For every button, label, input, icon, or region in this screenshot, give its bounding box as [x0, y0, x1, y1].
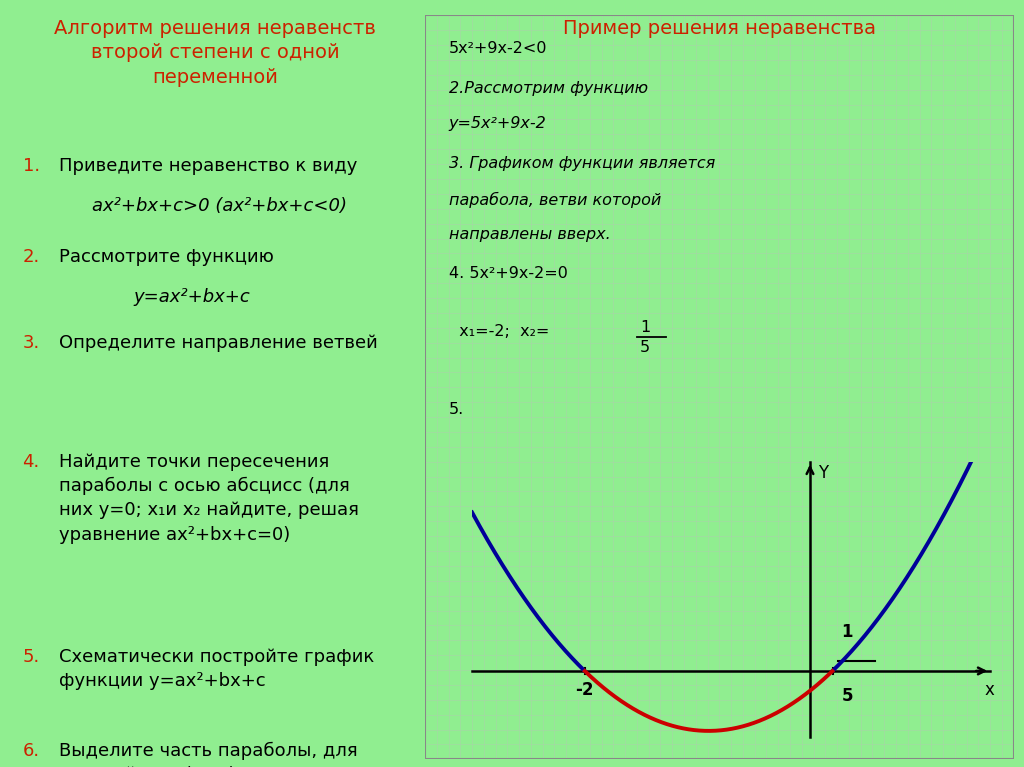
Text: y=5x²+9x-2: y=5x²+9x-2 — [449, 117, 546, 131]
Text: ax²+bx+c>0 (ax²+bx+c<0): ax²+bx+c>0 (ax²+bx+c<0) — [92, 197, 347, 215]
Text: 1: 1 — [842, 623, 853, 640]
Text: 5.: 5. — [449, 402, 464, 417]
Text: 3. Графиком функции является: 3. Графиком функции является — [449, 156, 715, 170]
Text: 5: 5 — [640, 340, 650, 355]
Text: Пример решения неравенства: Пример решения неравенства — [563, 19, 876, 38]
Text: 1: 1 — [640, 320, 650, 334]
Text: Схематически постройте график
функции y=ax²+bx+c: Схематически постройте график функции y=… — [59, 648, 375, 690]
Text: x: x — [985, 681, 994, 699]
Text: Рассмотрите функцию: Рассмотрите функцию — [59, 248, 274, 265]
Text: -2: -2 — [575, 681, 594, 699]
Text: направлены вверх.: направлены вверх. — [449, 227, 610, 242]
Text: 4. 5x²+9x-2=0: 4. 5x²+9x-2=0 — [449, 266, 567, 281]
Text: 4.: 4. — [23, 453, 40, 470]
Text: Алгоритм решения неравенств
второй степени с одной
переменной: Алгоритм решения неравенств второй степе… — [54, 19, 376, 87]
Text: Y: Y — [818, 465, 828, 482]
Text: x₁=-2;  x₂=: x₁=-2; x₂= — [449, 324, 549, 338]
Text: 2.: 2. — [23, 248, 40, 265]
Text: 2.Рассмотрим функцию: 2.Рассмотрим функцию — [449, 81, 647, 96]
Text: 5: 5 — [842, 687, 853, 706]
Text: парабола, ветви которой: парабола, ветви которой — [449, 192, 660, 208]
Text: y=ax²+bx+c: y=ax²+bx+c — [133, 288, 250, 305]
Text: Определите направление ветвей: Определите направление ветвей — [59, 334, 378, 351]
Text: Выделите часть параболы, для
которой y>0 (y<0): Выделите часть параболы, для которой y>0… — [59, 742, 358, 767]
Text: 5x²+9x-2<0: 5x²+9x-2<0 — [449, 41, 547, 57]
Text: 6.: 6. — [23, 742, 40, 759]
Text: Найдите точки пересечения
параболы с осью абсцисс (для
них y=0; x₁и x₂ найдите, : Найдите точки пересечения параболы с ось… — [59, 453, 359, 544]
Text: 3.: 3. — [23, 334, 40, 351]
Text: 1.: 1. — [23, 157, 40, 175]
Text: Приведите неравенство к виду: Приведите неравенство к виду — [59, 157, 357, 175]
Text: 5.: 5. — [23, 648, 40, 666]
